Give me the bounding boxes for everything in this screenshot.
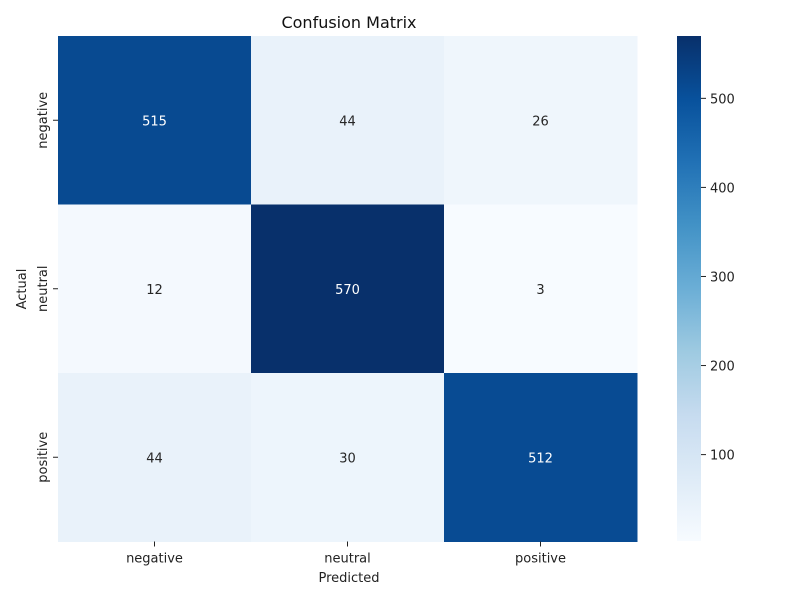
colorbar: 100 200 300 400 500 [677,36,735,541]
x-axis-title: Predicted [318,571,379,586]
cell-value-label: 512 [528,451,553,466]
x-tick-label: positive [515,552,566,567]
cell-value-label: 3 [536,283,544,298]
cell-value-label: 515 [142,114,167,129]
cell-value-label: 12 [146,283,163,298]
y-axis-title: Actual [15,269,30,310]
heatmap-cells: 515 44 26 12 570 3 44 30 512 [58,36,638,542]
y-tick-label: neutral [36,266,51,313]
colorbar-gradient [677,36,701,541]
cell-value-label: 30 [339,451,356,466]
chart-title: Confusion Matrix [281,13,416,32]
heatmap-cell [444,36,638,205]
y-axis-ticks: negative neutral positive [36,92,58,483]
heatmap-cell [251,373,445,542]
heatmap-cell [444,373,638,542]
y-tick-label: negative [36,92,51,149]
heatmap-cell [251,36,445,205]
colorbar-tick-label: 400 [710,181,735,196]
colorbar-tick-label: 500 [710,92,735,107]
heatmap-cell [444,204,638,374]
heatmap-cell [58,204,252,374]
heatmap-cell [251,204,445,374]
heatmap-cell [58,373,252,542]
cell-value-label: 44 [339,114,356,129]
colorbar-tick-label: 200 [710,360,735,375]
cell-value-label: 44 [146,451,163,466]
colorbar-tick-label: 300 [710,270,735,285]
x-tick-label: negative [126,552,183,567]
y-tick-label: positive [36,432,51,483]
cell-value-label: 26 [532,114,549,129]
x-axis-ticks: negative neutral positive [126,541,566,567]
colorbar-tick-label: 100 [710,449,735,464]
cell-value-label: 570 [335,283,360,298]
heatmap-cell [58,36,252,205]
x-tick-label: neutral [324,552,371,567]
